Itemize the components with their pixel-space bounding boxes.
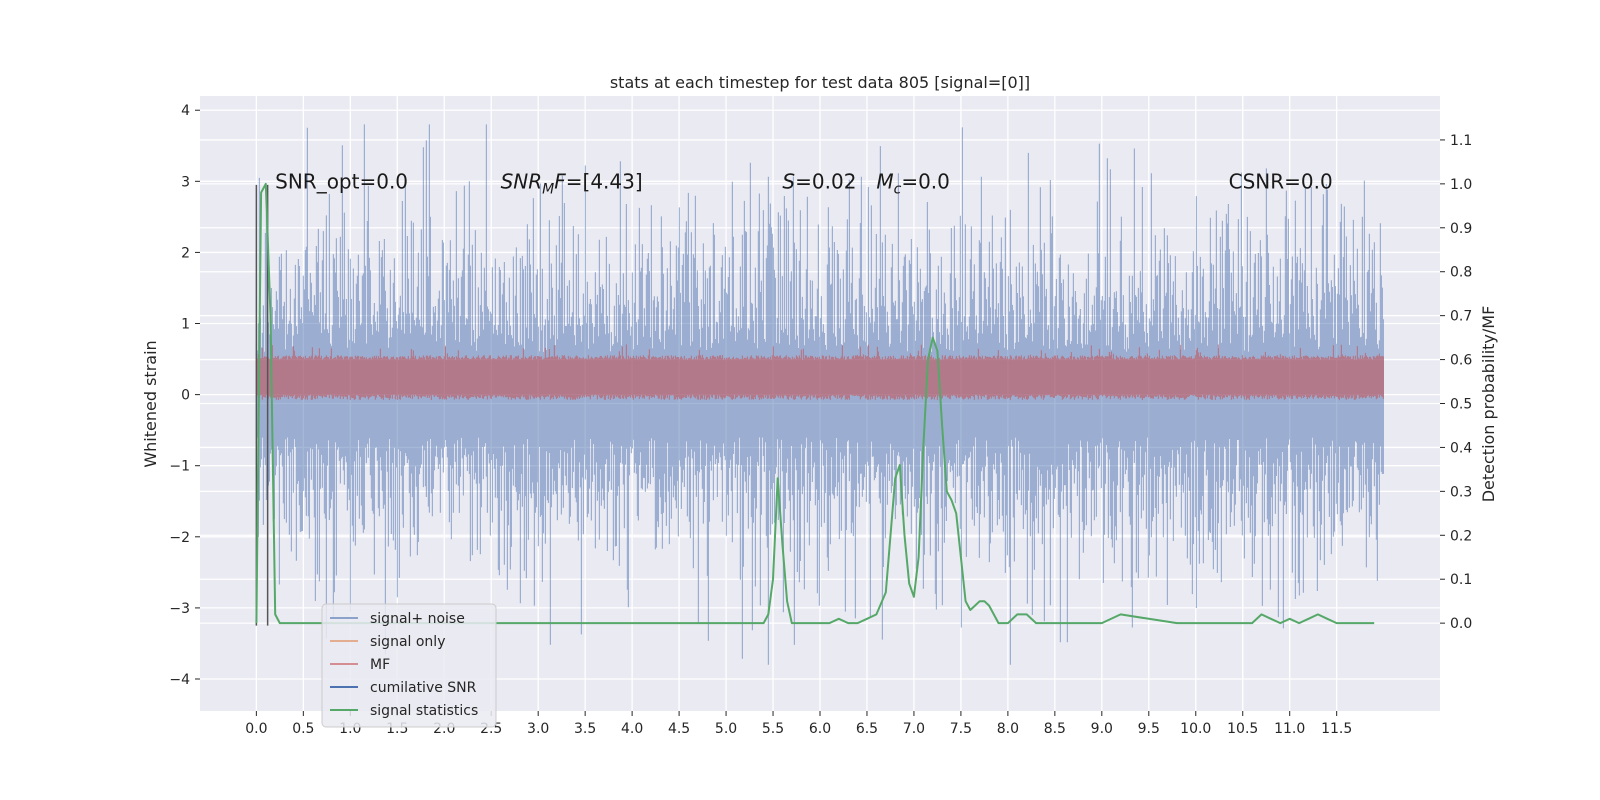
annotation-3-main: M xyxy=(876,169,893,193)
chart-title: stats at each timestep for test data 805… xyxy=(610,73,1030,92)
annotation-3: Mc=0.0 xyxy=(876,169,950,197)
annotation-3-sub: c xyxy=(894,181,902,197)
annotation-4-main: CSNR=0.0 xyxy=(1229,169,1333,193)
annotation-1: SNRMF=[4.43] xyxy=(501,169,643,197)
x-tick-label-9: 4.5 xyxy=(668,721,690,737)
x-tick-label-18: 9.0 xyxy=(1091,721,1113,737)
x-tick-label-23: 11.5 xyxy=(1321,721,1352,737)
x-tick-label-7: 3.5 xyxy=(574,721,596,737)
x-tick-label-13: 6.5 xyxy=(856,721,878,737)
y2-axis-label: Detection probability/MF xyxy=(1479,306,1498,503)
signal-statistics-line xyxy=(255,182,1375,625)
x-tick-label-22: 11.0 xyxy=(1274,721,1305,737)
x-tick-label-21: 10.5 xyxy=(1227,721,1258,737)
annotation-1-suffix-italic: F xyxy=(554,169,566,193)
y-tick-label-8: 4 xyxy=(181,103,190,119)
legend-label-3: cumilative SNR xyxy=(370,680,477,696)
legend: signal+ noise signal only MF cumilative SNR… xyxy=(321,603,497,728)
x-tick-label-6: 3.0 xyxy=(527,721,549,737)
annotation-2-suffix: =0.02 xyxy=(795,169,856,193)
x-tick-label-1: 0.5 xyxy=(292,721,314,737)
y2-axis-ticks: 0.0 0.1 0.2 0.3 0.4 0.5 0.6 0.7 0.8 0.9 1.0 1.1 xyxy=(1440,133,1472,632)
annotation-1-sub: M xyxy=(542,181,554,197)
x-tick-label-10: 5.0 xyxy=(715,721,737,737)
y2-tick-label-9: 0.9 xyxy=(1450,221,1472,237)
x-tick-label-16: 8.0 xyxy=(997,721,1019,737)
legend-label-2: MF xyxy=(370,657,390,673)
legend-box xyxy=(321,603,497,728)
y-tick-label-3: −1 xyxy=(169,459,190,475)
y-axis-ticks: −4 −3 −2 −1 0 1 2 3 4 xyxy=(169,103,200,688)
annotation-0: SNR_opt=0.0 xyxy=(275,169,408,193)
x-tick-label-12: 6.0 xyxy=(809,721,831,737)
legend-label-4: signal statistics xyxy=(370,703,478,719)
y2-tick-label-6: 0.6 xyxy=(1450,353,1472,369)
y2-tick-label-0: 0.0 xyxy=(1450,616,1472,632)
y2-tick-label-7: 0.7 xyxy=(1450,309,1472,325)
annotation-3-suffix: =0.0 xyxy=(901,169,950,193)
x-axis-ticks: 0.0 0.5 1.0 1.5 2.0 2.5 3.0 3.5 4.0 4.5 5.0 5.5 6.0 6… xyxy=(245,711,1352,737)
y-tick-label-0: −4 xyxy=(169,672,190,688)
y-tick-label-7: 3 xyxy=(181,174,190,190)
legend-label-0: signal+ noise xyxy=(370,611,465,627)
x-tick-label-8: 4.0 xyxy=(621,721,643,737)
y-tick-label-6: 2 xyxy=(181,245,190,261)
y2-tick-label-1: 0.1 xyxy=(1450,572,1472,588)
annotation-1-suffix: F=[4.43] xyxy=(554,169,642,193)
x-tick-label-15: 7.5 xyxy=(950,721,972,737)
annotation-1-suffix-rest: =[4.43] xyxy=(566,169,643,193)
x-tick-label-17: 8.5 xyxy=(1044,721,1066,737)
y-tick-label-1: −3 xyxy=(169,601,190,617)
y2-tick-label-10: 1.0 xyxy=(1450,177,1472,193)
y-tick-label-2: −2 xyxy=(169,530,190,546)
y2-tick-label-3: 0.3 xyxy=(1450,484,1472,500)
y2-tick-label-2: 0.2 xyxy=(1450,528,1472,544)
annotations: SNR_opt=0.0 SNRMF=[4.43] S=0.02 Mc=0.0 CSNR=… xyxy=(275,169,1333,197)
y-tick-label-4: 0 xyxy=(181,388,190,404)
y2-tick-label-5: 0.5 xyxy=(1450,397,1472,413)
annotation-4: CSNR=0.0 xyxy=(1229,169,1333,193)
x-tick-label-11: 5.5 xyxy=(762,721,784,737)
legend-label-1: signal only xyxy=(370,634,445,650)
y-tick-label-5: 1 xyxy=(181,317,190,333)
annotation-2: S=0.02 xyxy=(782,169,856,193)
y2-tick-label-4: 0.4 xyxy=(1450,440,1472,456)
y2-tick-label-8: 0.8 xyxy=(1450,265,1472,281)
y2-tick-label-11: 1.1 xyxy=(1450,133,1472,149)
x-tick-label-0: 0.0 xyxy=(245,721,267,737)
annotation-1-main: SNR xyxy=(501,169,543,193)
x-tick-label-20: 10.0 xyxy=(1180,721,1211,737)
y-axis-label: Whitened strain xyxy=(141,340,160,467)
annotation-2-main: S xyxy=(782,169,795,193)
x-tick-label-19: 9.5 xyxy=(1138,721,1160,737)
series-signal-statistics xyxy=(255,182,1375,625)
x-tick-label-14: 7.0 xyxy=(903,721,925,737)
annotation-0-main: SNR_opt=0.0 xyxy=(275,169,408,193)
